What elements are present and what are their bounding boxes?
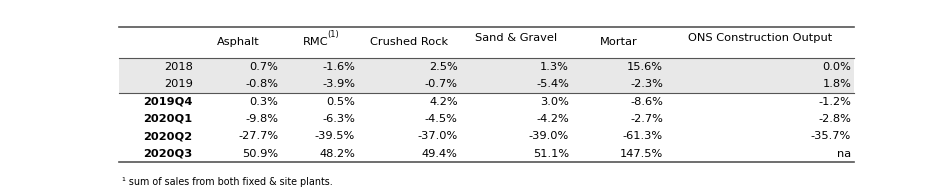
Text: 1.3%: 1.3% xyxy=(540,62,569,72)
Text: Mortar: Mortar xyxy=(600,37,638,47)
Text: 49.4%: 49.4% xyxy=(422,149,457,159)
Text: Asphalt: Asphalt xyxy=(217,37,260,47)
Text: 2020Q2: 2020Q2 xyxy=(143,131,193,141)
Text: -8.6%: -8.6% xyxy=(630,97,663,107)
Bar xyxy=(119,58,854,76)
Bar xyxy=(119,145,854,162)
Text: -27.7%: -27.7% xyxy=(238,131,278,141)
Text: -2.7%: -2.7% xyxy=(630,114,663,124)
Text: 51.1%: 51.1% xyxy=(532,149,569,159)
Text: 2.5%: 2.5% xyxy=(429,62,457,72)
Text: 15.6%: 15.6% xyxy=(627,62,663,72)
Text: 0.0%: 0.0% xyxy=(822,62,851,72)
Text: 1.8%: 1.8% xyxy=(822,79,851,89)
Text: ¹ sum of sales from both fixed & site plants.: ¹ sum of sales from both fixed & site pl… xyxy=(121,177,332,187)
Text: -0.7%: -0.7% xyxy=(425,79,457,89)
Text: 4.2%: 4.2% xyxy=(429,97,457,107)
Text: -37.0%: -37.0% xyxy=(418,131,457,141)
Text: 0.7%: 0.7% xyxy=(250,62,278,72)
Text: 3.0%: 3.0% xyxy=(540,97,569,107)
Text: 48.2%: 48.2% xyxy=(319,149,355,159)
Bar xyxy=(119,128,854,145)
Text: -39.5%: -39.5% xyxy=(315,131,355,141)
Text: Sand & Gravel: Sand & Gravel xyxy=(475,33,557,43)
Text: -1.6%: -1.6% xyxy=(323,62,355,72)
Bar xyxy=(119,93,854,110)
Text: 0.5%: 0.5% xyxy=(326,97,355,107)
Text: -9.8%: -9.8% xyxy=(245,114,278,124)
Text: -5.4%: -5.4% xyxy=(536,79,569,89)
Text: 2018: 2018 xyxy=(164,62,193,72)
Text: -35.7%: -35.7% xyxy=(810,131,851,141)
Text: -39.0%: -39.0% xyxy=(529,131,569,141)
Text: 2019: 2019 xyxy=(164,79,193,89)
Text: -0.8%: -0.8% xyxy=(245,79,278,89)
Text: -3.9%: -3.9% xyxy=(322,79,355,89)
Text: na: na xyxy=(837,149,851,159)
Text: -2.8%: -2.8% xyxy=(818,114,851,124)
Text: 0.3%: 0.3% xyxy=(250,97,278,107)
Text: -6.3%: -6.3% xyxy=(323,114,355,124)
Text: 50.9%: 50.9% xyxy=(242,149,278,159)
Text: -4.5%: -4.5% xyxy=(425,114,457,124)
Bar xyxy=(119,76,854,93)
Text: (1): (1) xyxy=(327,30,339,39)
Text: RMC: RMC xyxy=(303,37,328,47)
Text: 2020Q1: 2020Q1 xyxy=(143,114,193,124)
Text: 2019Q4: 2019Q4 xyxy=(143,97,193,107)
Text: 147.5%: 147.5% xyxy=(620,149,663,159)
Text: Crushed Rock: Crushed Rock xyxy=(370,37,449,47)
Text: -4.2%: -4.2% xyxy=(536,114,569,124)
Text: ONS Construction Output: ONS Construction Output xyxy=(688,33,832,43)
Text: -1.2%: -1.2% xyxy=(818,97,851,107)
Text: -2.3%: -2.3% xyxy=(630,79,663,89)
Text: -61.3%: -61.3% xyxy=(623,131,663,141)
Text: 2020Q3: 2020Q3 xyxy=(143,149,193,159)
Bar xyxy=(119,110,854,128)
